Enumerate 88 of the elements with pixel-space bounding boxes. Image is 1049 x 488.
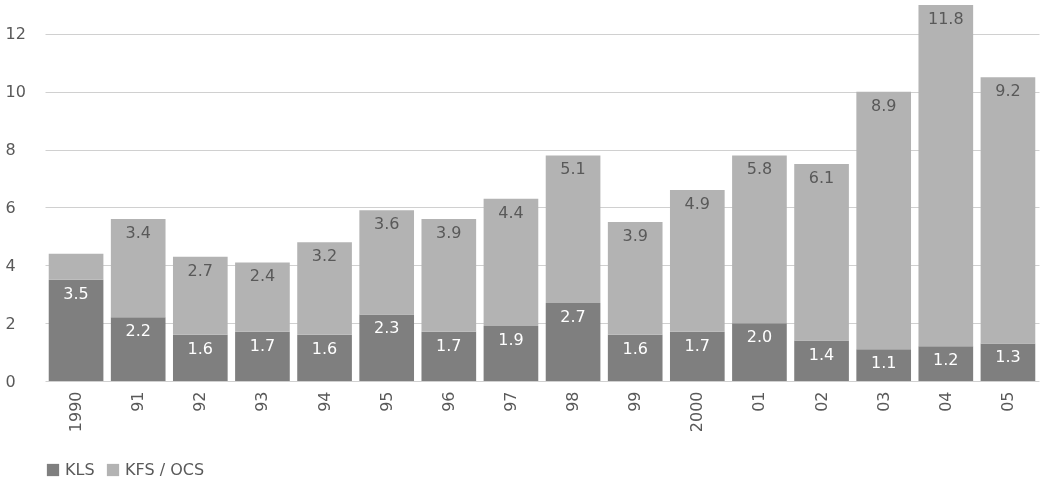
- data-label: 2.2: [125, 321, 151, 341]
- x-tick-label: 92: [190, 391, 210, 412]
- data-label: 9.2: [995, 81, 1021, 101]
- bar: [359, 210, 415, 315]
- bar: [545, 155, 601, 303]
- x-tick-label: 93: [252, 391, 272, 412]
- bar: [172, 334, 228, 381]
- bar: [794, 340, 849, 381]
- bar: [235, 262, 290, 332]
- data-label: 5.8: [746, 159, 773, 179]
- bar: [110, 219, 166, 318]
- bar: [483, 198, 539, 327]
- bar: [669, 331, 725, 381]
- data-label: 11.8: [928, 9, 964, 28]
- bar: [359, 314, 415, 381]
- bar: [794, 164, 849, 341]
- x-tick-label: 94: [314, 391, 334, 412]
- bar: [483, 326, 539, 381]
- legend-label: KLS: [65, 460, 95, 479]
- data-label: 3.6: [373, 214, 400, 234]
- x-tick-label: 98: [563, 391, 583, 412]
- data-label: 3.9: [622, 225, 648, 245]
- bar: [607, 221, 663, 335]
- bar: [980, 77, 1036, 344]
- bar: [545, 302, 601, 381]
- data-label: 2.3: [373, 318, 400, 338]
- data-label: 3.9: [436, 223, 462, 243]
- y-tick-label: 4: [5, 255, 16, 275]
- data-label: 2.4: [249, 266, 276, 286]
- x-tick-label: 02: [811, 391, 831, 412]
- y-tick-label: 10: [5, 82, 26, 102]
- bar: [235, 331, 290, 381]
- bar: [732, 323, 787, 381]
- y-tick-label: 12: [5, 24, 26, 44]
- x-tick-label: 03: [873, 391, 893, 412]
- y-tick-label: 0: [5, 371, 16, 391]
- bar: [732, 155, 787, 324]
- x-tick-label: 95: [376, 391, 396, 412]
- bar: [110, 317, 166, 381]
- x-tick-label: 96: [438, 391, 458, 412]
- bar: [421, 331, 477, 381]
- data-label: 5.1: [560, 159, 586, 179]
- data-label: 1.7: [684, 335, 711, 355]
- bar: [669, 190, 725, 332]
- data-label: 1.1: [870, 353, 897, 373]
- legend-label: KFS / OCS: [125, 460, 205, 479]
- data-label: 1.2: [933, 350, 959, 370]
- data-label: 4.9: [684, 194, 711, 214]
- data-label: 3.5: [63, 283, 89, 303]
- bar: [48, 253, 104, 280]
- x-tick-label: 2000: [687, 391, 707, 433]
- data-label: 3.2: [311, 246, 338, 266]
- y-tick-label: 6: [5, 197, 16, 217]
- bar: [856, 349, 912, 381]
- x-tick-label: 01: [749, 391, 769, 412]
- data-label: 1.6: [311, 338, 338, 358]
- bar: [607, 334, 663, 381]
- bar: [918, 5, 974, 347]
- bar: [297, 242, 352, 335]
- data-label: 1.9: [498, 330, 524, 350]
- bar: [918, 346, 974, 381]
- x-tick-label: 04: [935, 391, 955, 412]
- x-tick-label: 05: [997, 391, 1017, 412]
- x-tick-label: 1990: [66, 391, 86, 433]
- data-label: 2.7: [560, 306, 586, 326]
- x-tick-label: 99: [625, 391, 645, 412]
- bar: [48, 279, 104, 381]
- bar: [172, 256, 228, 335]
- data-label: 1.7: [436, 335, 462, 355]
- data-label: 2.7: [187, 260, 214, 280]
- x-tick-label: 97: [500, 391, 520, 412]
- data-label: 1.4: [808, 344, 835, 364]
- data-label: 1.7: [249, 335, 276, 355]
- bar: [980, 343, 1036, 381]
- data-label: 2.0: [746, 327, 773, 347]
- data-label: 1.6: [187, 338, 214, 358]
- data-label: 6.1: [808, 168, 835, 188]
- data-label: 1.6: [622, 338, 648, 358]
- data-label: 8.9: [870, 95, 897, 115]
- bar: [421, 219, 477, 332]
- y-tick-label: 2: [5, 313, 16, 333]
- data-label: 4.4: [498, 202, 524, 222]
- y-tick-label: 8: [5, 140, 16, 160]
- data-label: 1.3: [995, 347, 1021, 367]
- data-label: 3.4: [125, 223, 151, 243]
- bar: [856, 91, 912, 350]
- bar: [297, 334, 352, 381]
- x-tick-label: 91: [128, 391, 148, 412]
